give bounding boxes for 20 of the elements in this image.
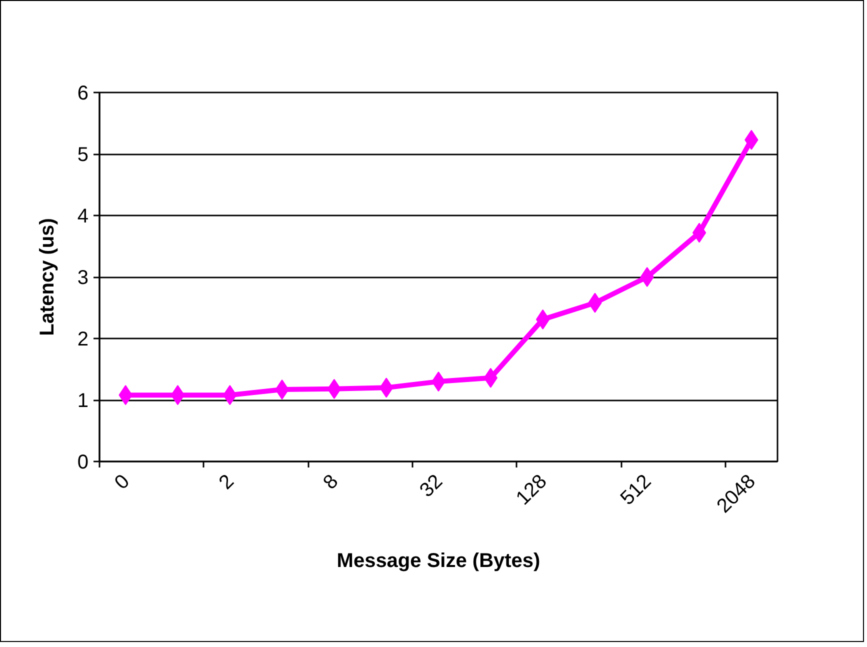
x-tick-label: 512 [616,470,656,510]
y-tick-label: 5 [77,144,88,166]
y-tick-label: 0 [77,452,88,474]
y-tick-label: 2 [77,328,88,350]
y-tick-label: 3 [77,267,88,289]
point [536,309,550,330]
point [640,267,654,287]
point [692,222,706,243]
x-tick-label: 32 [416,470,447,502]
x-tick-label: 128 [512,470,552,510]
x-tick-label: 2 [214,470,238,494]
point [327,378,342,399]
y-tick-label: 1 [77,390,88,412]
x-tick-label: 8 [319,470,343,494]
y-tick-label: 4 [77,206,88,228]
x-axis-title: Message Size (Bytes) [336,550,540,572]
y-axis-title: Latency (us) [36,218,58,336]
x-tick-label: 0 [110,470,134,494]
y-tick-label: 6 [77,82,88,104]
point [170,385,185,406]
